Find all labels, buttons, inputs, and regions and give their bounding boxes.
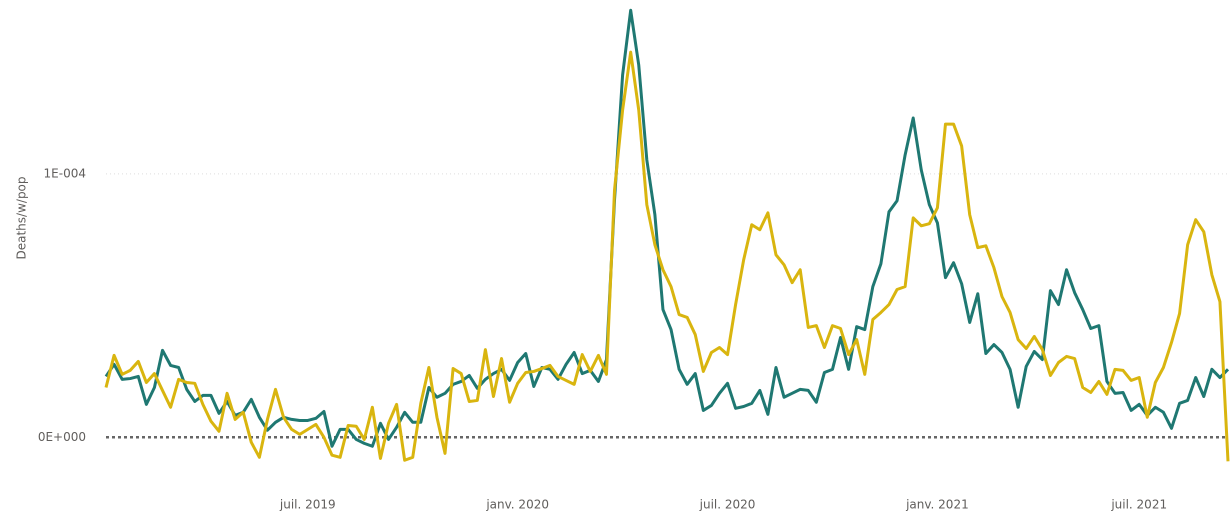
x-tick-label: juil. 2020 [699,498,756,512]
y-tick-label: 1E-004 [44,166,86,180]
y-tick-label: 0E+000 [38,430,86,444]
x-tick-label: juil. 2021 [1110,498,1167,512]
x-tick-label: janv. 2020 [485,498,549,512]
x-tick-label: juil. 2019 [279,498,336,512]
y-axis-label: Deaths/w/pop [15,176,29,259]
x-tick-label: janv. 2021 [905,498,969,512]
series-line [104,50,1230,462]
series-line [104,8,1230,448]
